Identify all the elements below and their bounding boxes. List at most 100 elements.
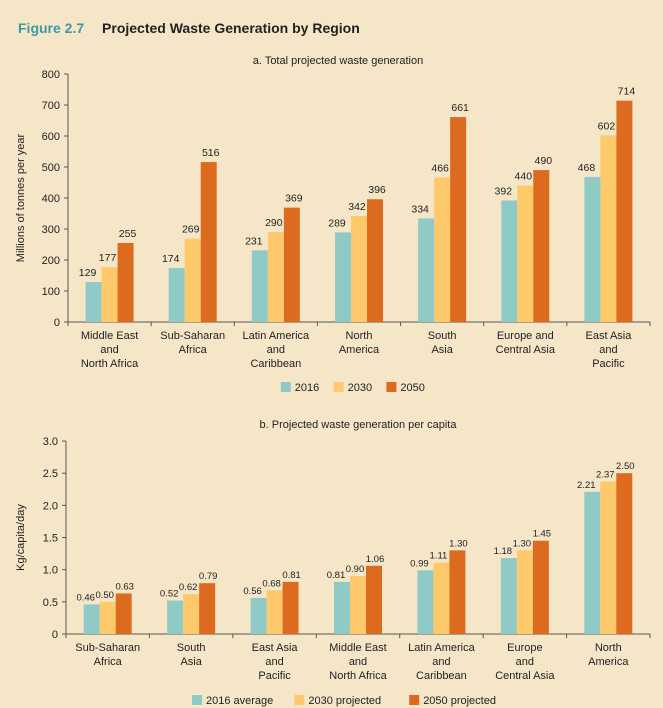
data-label: 0.50 xyxy=(95,590,114,601)
chart-subtitle: b. Projected waste generation per capita xyxy=(260,419,458,431)
data-label: 290 xyxy=(265,217,283,229)
y-tick-label: 3.0 xyxy=(43,436,58,448)
data-label: 0.56 xyxy=(243,586,262,597)
category-label: Middle East xyxy=(81,330,138,342)
category-label: Latin America xyxy=(408,642,476,654)
bar-2016-6 xyxy=(584,491,601,634)
chart-per-capita-waste: b. Projected waste generation per capita… xyxy=(15,419,651,707)
category-label: South xyxy=(177,642,206,654)
data-label: 0.52 xyxy=(160,589,179,600)
category-label: Middle East xyxy=(329,642,386,654)
y-tick-label: 500 xyxy=(42,162,60,174)
legend-swatch-0 xyxy=(280,382,291,392)
bar-2050-3 xyxy=(366,565,382,634)
y-tick-label: 2.0 xyxy=(43,500,58,512)
data-label: 334 xyxy=(411,203,429,215)
data-label: 392 xyxy=(495,185,513,197)
bar-2050-4 xyxy=(450,117,467,322)
bar-2050-6 xyxy=(616,100,633,322)
category-label: Sub-Saharan xyxy=(75,642,140,654)
bar-2016-4 xyxy=(418,218,435,322)
y-tick-label: 0 xyxy=(52,629,58,641)
figure-header: Figure 2.7 Projected Waste Generation by… xyxy=(18,20,360,36)
bar-2030-3 xyxy=(350,576,366,634)
bar-2030-2 xyxy=(266,590,283,634)
data-label: 269 xyxy=(182,224,200,236)
data-label: 468 xyxy=(578,162,596,174)
bar-2030-1 xyxy=(183,594,200,634)
y-tick-label: 300 xyxy=(42,224,60,236)
data-label: 2.21 xyxy=(577,480,596,491)
data-label: 369 xyxy=(285,193,303,205)
category-label: Africa xyxy=(94,656,123,668)
y-tick-label: 700 xyxy=(42,100,60,112)
y-axis-label: Millions of tonnes per year xyxy=(15,133,27,262)
category-label: America xyxy=(588,656,629,668)
bar-2050-3 xyxy=(367,199,383,322)
data-label: 2.37 xyxy=(596,470,615,481)
bar-2050-5 xyxy=(532,540,549,634)
bar-2016-2 xyxy=(251,250,268,322)
data-label: 342 xyxy=(348,201,366,213)
data-label: 0.90 xyxy=(346,564,365,575)
bar-2050-0 xyxy=(115,593,132,634)
y-tick-label: 0.5 xyxy=(43,597,58,609)
legend-swatch-0 xyxy=(192,695,202,705)
y-tick-label: 600 xyxy=(42,131,60,143)
bar-2016-5 xyxy=(500,558,517,634)
bar-2016-2 xyxy=(250,597,267,634)
data-label: 0.46 xyxy=(76,592,95,603)
data-label: 129 xyxy=(79,267,97,279)
data-label: 255 xyxy=(119,228,137,240)
bar-2016-1 xyxy=(168,268,185,322)
bar-2050-6 xyxy=(616,473,633,634)
category-label: Asia xyxy=(431,344,453,356)
data-label: 2.50 xyxy=(616,461,635,472)
legend-label: 2050 projected xyxy=(423,695,496,707)
category-label: Sub-Saharan xyxy=(160,330,225,342)
data-label: 714 xyxy=(618,86,636,98)
data-label: 661 xyxy=(451,102,469,114)
y-axis-label: Kg/capita/day xyxy=(15,504,27,571)
data-label: 174 xyxy=(162,253,180,265)
data-label: 1.30 xyxy=(449,538,468,549)
bar-2016-3 xyxy=(335,232,351,322)
category-label: and xyxy=(516,656,534,668)
category-label: Central Asia xyxy=(496,344,556,356)
legend-swatch-2 xyxy=(386,382,397,392)
chart-total-waste: a. Total projected waste generation Milli… xyxy=(15,55,651,394)
data-label: 0.68 xyxy=(262,578,281,589)
category-label: Latin America xyxy=(243,330,311,342)
data-label: 0.63 xyxy=(115,581,134,592)
data-label: 0.99 xyxy=(410,558,429,569)
data-label: 1.30 xyxy=(513,538,532,549)
category-label: North xyxy=(346,330,373,342)
legend-label: 2050 xyxy=(400,382,424,394)
category-label: Caribbean xyxy=(416,670,467,682)
category-label: East Asia xyxy=(585,330,632,342)
bar-2030-0 xyxy=(99,601,116,634)
data-label: 177 xyxy=(99,252,117,264)
legend-swatch-1 xyxy=(333,382,344,392)
data-label: 0.81 xyxy=(282,570,301,581)
category-label: Asia xyxy=(180,656,202,668)
bar-2050-5 xyxy=(533,170,550,322)
category-label: and xyxy=(349,656,367,668)
bar-2016-3 xyxy=(334,581,350,634)
category-label: and xyxy=(599,344,617,356)
y-tick-label: 400 xyxy=(42,193,60,205)
y-tick-label: 0 xyxy=(54,317,60,329)
y-tick-label: 200 xyxy=(42,255,60,267)
data-label: 289 xyxy=(328,217,346,229)
bar-2030-2 xyxy=(267,232,284,322)
category-label: Caribbean xyxy=(250,358,301,370)
legend-label: 2030 projected xyxy=(308,695,381,707)
category-label: America xyxy=(339,344,380,356)
y-tick-label: 1.0 xyxy=(43,565,58,577)
category-label: North Africa xyxy=(81,358,139,370)
category-label: Europe and xyxy=(497,330,554,342)
data-label: 1.45 xyxy=(533,529,552,540)
category-label: Europe xyxy=(507,642,542,654)
bar-2016-5 xyxy=(501,200,518,322)
bar-2016-0 xyxy=(85,282,102,322)
